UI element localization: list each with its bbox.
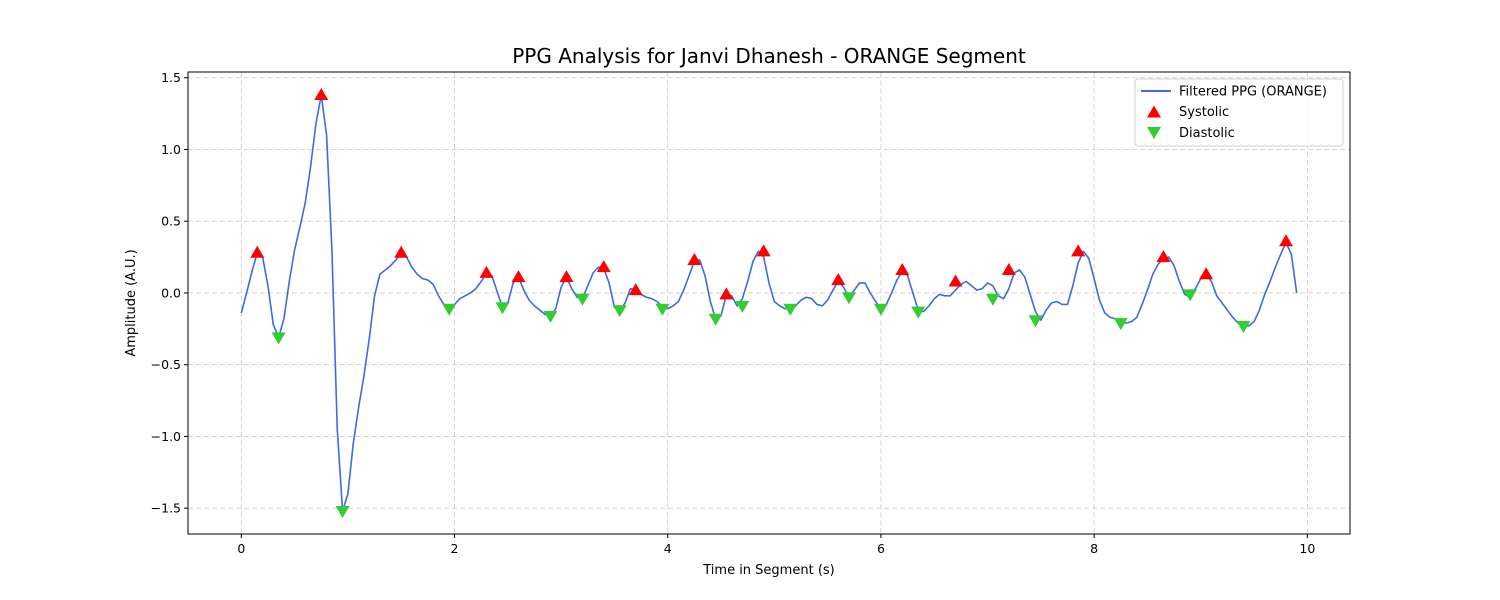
plot-frame <box>187 71 1351 535</box>
legend-label-systolic: Systolic <box>1179 105 1229 120</box>
x-tick-label: 6 <box>877 541 885 556</box>
x-tick-label: 2 <box>451 541 459 556</box>
systolic-marker <box>559 270 574 283</box>
diastolic-marker <box>783 303 798 316</box>
diastolic-marker <box>985 293 1000 306</box>
legend-systolic-swatch <box>1147 105 1161 118</box>
systolic-marker <box>1279 234 1294 247</box>
systolic-marker <box>895 263 910 275</box>
legend: Filtered PPG (ORANGE) Systolic Diastolic <box>1134 78 1344 147</box>
y-axis-label: Amplitude (A.U.) <box>124 249 139 356</box>
legend-label-diastolic: Diastolic <box>1179 126 1235 141</box>
diastolic-marker <box>841 292 856 305</box>
diastolic-marker <box>655 303 670 316</box>
systolic-marker <box>479 265 494 278</box>
legend-box <box>1134 78 1344 147</box>
y-tick-label: −0.5 <box>151 357 181 372</box>
systolic-marker <box>1071 244 1086 257</box>
x-tick-label: 0 <box>237 541 245 556</box>
x-tick-label: 8 <box>1090 541 1098 556</box>
x-tick-label: 4 <box>664 541 672 556</box>
systolic-marker <box>511 270 526 283</box>
systolic-marker <box>250 245 265 258</box>
diastolic-marker <box>335 506 350 519</box>
systolic-marker <box>394 245 409 258</box>
systolic-marker <box>1001 263 1016 275</box>
diastolic-marker <box>1028 315 1043 328</box>
systolic-marker <box>756 244 771 257</box>
x-axis-label: Time in Segment (s) <box>702 563 834 578</box>
diastolic-marker <box>911 306 926 319</box>
diastolic-marker <box>495 302 510 315</box>
diastolic-marker <box>708 313 723 326</box>
systolic-marker <box>314 87 329 100</box>
y-axis-ticks: −1.5 −1.0 −0.5 0.0 0.5 1.0 1.5 <box>151 70 188 516</box>
legend-diastolic-swatch <box>1147 127 1161 139</box>
systolic-marker <box>719 287 734 300</box>
diastolic-marker <box>1236 320 1251 333</box>
x-axis-ticks: 0 2 4 6 8 10 <box>237 534 1315 556</box>
diastolic-marker <box>442 303 457 316</box>
systolic-marker <box>687 252 702 265</box>
diastolic-marker <box>873 303 888 316</box>
systolic-marker <box>831 273 846 286</box>
y-tick-label: −1.5 <box>151 501 181 516</box>
y-tick-label: 1.5 <box>161 70 181 85</box>
y-tick-label: 1.0 <box>161 142 181 157</box>
systolic-marker <box>596 260 611 273</box>
y-tick-label: 0.5 <box>161 214 181 229</box>
diastolic-marker <box>1183 289 1198 302</box>
diastolic-marker <box>543 310 558 323</box>
diastolic-marker <box>271 332 286 345</box>
diastolic-marker <box>1113 318 1128 331</box>
diastolic-marker <box>612 305 627 318</box>
legend-label-filtered: Filtered PPG (ORANGE) <box>1179 85 1327 100</box>
chart-title: PPG Analysis for Janvi Dhanesh - ORANGE … <box>512 44 1026 68</box>
y-tick-label: 0.0 <box>161 285 181 300</box>
systolic-marker <box>1156 250 1171 263</box>
systolic-marker <box>948 274 963 287</box>
plot-area <box>240 87 1298 519</box>
systolic-marker <box>1199 267 1214 280</box>
diastolic-marker <box>735 300 750 313</box>
y-tick-label: −1.0 <box>151 429 181 444</box>
diastolic-marker <box>575 293 590 306</box>
grid-lines <box>188 72 1350 534</box>
x-tick-label: 10 <box>1299 541 1315 556</box>
systolic-marker <box>628 283 643 296</box>
